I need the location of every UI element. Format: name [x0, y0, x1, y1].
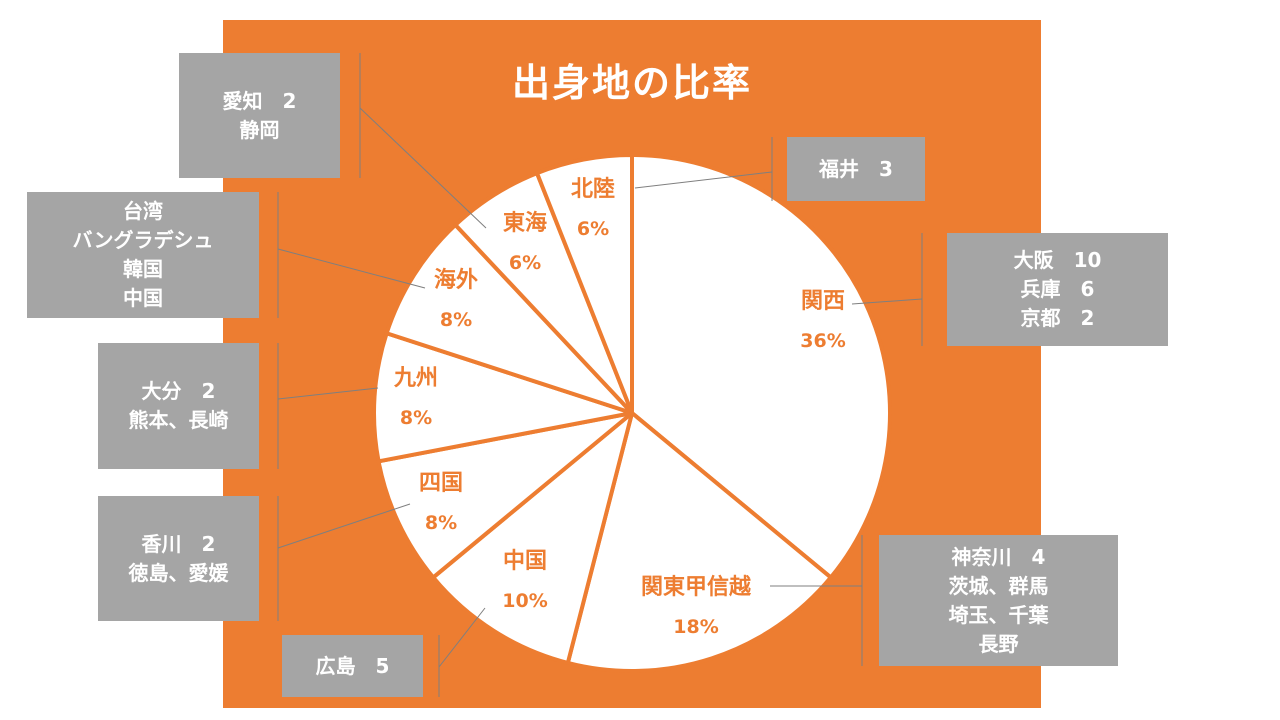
callout-kansai: 大阪 10 兵庫 6 京都 2 [947, 233, 1168, 346]
callout-line: バングラデシュ [72, 228, 214, 252]
pie-slice-2 [431, 411, 634, 665]
callout-tokai: 愛知 2 静岡 [179, 53, 340, 178]
slice-label-2: 中国 [503, 549, 547, 574]
callout-line: 韓国 [123, 257, 163, 281]
callout-overseas: 台湾バングラデシュ 韓国中国 [27, 192, 259, 318]
leader-line-kansai [851, 298, 923, 305]
leader-line-overseas [277, 248, 426, 289]
leader-line-shikoku [277, 503, 411, 549]
slice-label-5: 海外 [434, 267, 478, 293]
callout-kanto: 神奈川 4 茨城、群馬埼玉、千葉長野 [879, 535, 1118, 666]
callout-line: 京都 2 [1020, 306, 1095, 330]
slice-percent-3: 8% [425, 512, 457, 534]
callout-line: 長野 [978, 631, 1019, 656]
pie-slice-5 [384, 222, 634, 415]
chart-title: 出身地の比率 [511, 61, 752, 105]
slice-percent-2: 10% [502, 590, 547, 612]
pie-slice-7 [535, 153, 634, 415]
callout-line: 福井 3 [819, 156, 893, 181]
callout-shikoku: 香川 2 徳島、愛媛 [98, 496, 259, 621]
callout-line: 埼玉、千葉 [948, 602, 1049, 627]
slice-percent-0: 36% [800, 330, 845, 352]
pie-slice-3 [376, 411, 634, 580]
pie-slice-1 [565, 411, 833, 673]
callout-line: 愛知 2 [222, 88, 297, 113]
slice-percent-4: 8% [400, 407, 432, 429]
callout-line: 大分 2 [141, 379, 216, 403]
callout-line: 神奈川 4 [951, 544, 1046, 569]
slice-percent-7: 6% [577, 218, 609, 240]
callout-line: 兵庫 6 [1020, 277, 1095, 301]
callout-line: 大阪 10 [1013, 248, 1102, 272]
callout-kyushu: 大分 2 熊本、長崎 [98, 343, 259, 469]
callout-line: 中国 [123, 286, 163, 310]
slice-label-6: 東海 [503, 210, 547, 236]
callout-line: 茨城、群馬 [948, 573, 1049, 598]
slice-label-0: 関西 [801, 289, 845, 314]
callout-line: 広島 5 [315, 653, 390, 678]
leader-line-chugoku [438, 607, 486, 668]
slice-percent-5: 8% [440, 309, 472, 331]
leader-line-tokai [359, 107, 487, 229]
slice-percent-6: 6% [509, 252, 541, 274]
leader-line-hokuriku [634, 171, 773, 189]
slice-label-1: 関東甲信越 [641, 574, 752, 600]
callout-line: 静岡 [239, 117, 280, 142]
slice-label-4: 九州 [393, 366, 438, 391]
callout-line: 香川 2 [141, 531, 216, 556]
callout-line: 徳島、愛媛 [128, 560, 229, 585]
leader-line-kyushu [277, 387, 379, 400]
callout-line: 熊本、長崎 [128, 408, 229, 432]
slice-label-3: 四国 [419, 471, 463, 496]
pie-slice-4 [372, 331, 634, 464]
callout-chugoku: 広島 5 [282, 635, 423, 697]
callout-line: 台湾 [123, 199, 163, 223]
slice-label-7: 北陸 [571, 176, 615, 202]
slice-percent-1: 18% [673, 616, 718, 638]
callout-hokuriku: 福井 3 [787, 137, 925, 201]
